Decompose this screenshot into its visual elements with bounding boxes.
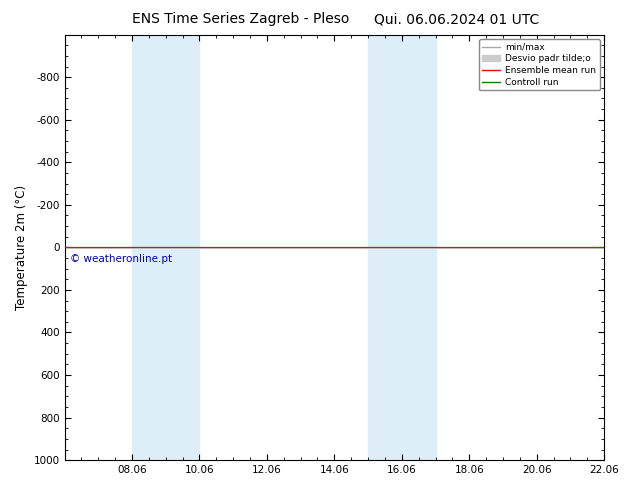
Text: ENS Time Series Zagreb - Pleso: ENS Time Series Zagreb - Pleso xyxy=(133,12,349,26)
Bar xyxy=(368,35,436,460)
Bar xyxy=(132,35,200,460)
Text: © weatheronline.pt: © weatheronline.pt xyxy=(70,254,172,264)
Y-axis label: Temperature 2m (°C): Temperature 2m (°C) xyxy=(15,185,28,310)
Text: Qui. 06.06.2024 01 UTC: Qui. 06.06.2024 01 UTC xyxy=(374,12,539,26)
Legend: min/max, Desvio padr tilde;o, Ensemble mean run, Controll run: min/max, Desvio padr tilde;o, Ensemble m… xyxy=(479,39,600,91)
